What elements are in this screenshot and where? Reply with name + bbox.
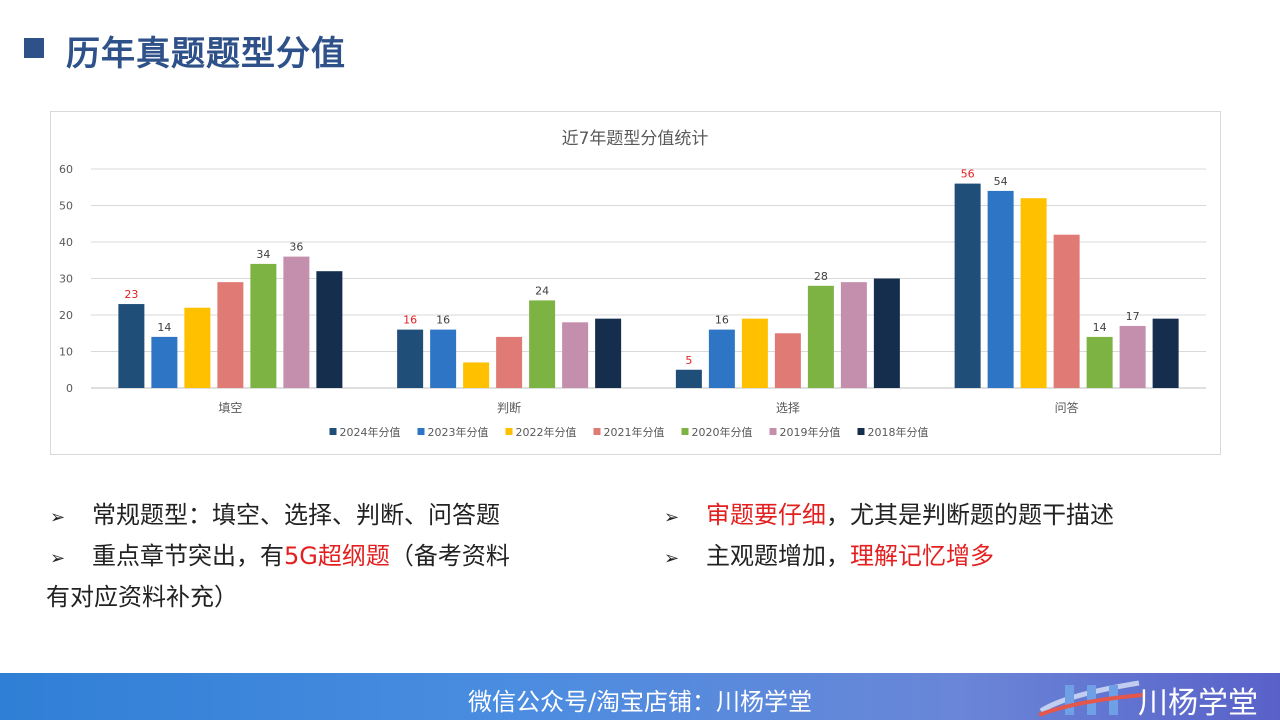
arrow-bullet-icon: ➢: [50, 507, 66, 528]
bar: [1119, 325, 1146, 388]
bar: [118, 304, 145, 388]
legend-swatch: [769, 428, 777, 435]
bar: [774, 333, 801, 388]
x-tick-label: 填空: [218, 401, 242, 415]
data-label: 56: [961, 168, 975, 181]
bullet-item: ➢ 重点章节突出，有5G超纲题（备考资料: [46, 537, 576, 578]
logo-icon: [1038, 680, 1144, 717]
legend-swatch: [329, 428, 337, 435]
legend-swatch: [505, 428, 513, 435]
data-label: 14: [157, 321, 171, 334]
chart-title: 近7年题型分值统计: [562, 129, 709, 149]
bullet-highlight: 理解记忆增多: [850, 542, 994, 570]
bar: [283, 256, 310, 388]
arrow-bullet-icon: ➢: [664, 548, 680, 569]
arrow-bullet-icon: ➢: [664, 507, 680, 528]
bullet-text: 主观题增加，: [706, 542, 850, 570]
y-tick-label: 10: [59, 346, 73, 359]
bullet-continuation: 有对应资料补充）: [46, 583, 238, 611]
legend-swatch: [681, 428, 689, 435]
arrow-bullet-icon: ➢: [50, 548, 66, 569]
legend-swatch: [857, 428, 865, 435]
bullet-text: （备考资料: [389, 542, 510, 570]
page-title: 历年真题题型分值: [66, 34, 346, 74]
bar: [151, 336, 178, 388]
x-tick-label: 判断: [497, 400, 521, 415]
bar: [807, 285, 834, 388]
data-label: 16: [403, 314, 417, 327]
bar: [987, 190, 1014, 388]
data-label: 54: [994, 175, 1008, 188]
bar: [708, 329, 735, 388]
bullet-highlight: 5G超纲题: [284, 542, 390, 570]
data-label: 16: [436, 314, 450, 327]
legend-label: 2019年分值: [780, 425, 841, 439]
bar: [397, 329, 424, 388]
bar: [1020, 198, 1047, 388]
bullet-text: ，尤其是判断题的题干描述: [826, 501, 1114, 529]
bar: [316, 271, 343, 388]
bar: [430, 329, 457, 388]
data-label: 5: [685, 354, 692, 367]
footer-bar: 微信公众号/淘宝店铺：川杨学堂 川杨学堂: [0, 673, 1280, 721]
data-label: 36: [289, 241, 303, 254]
bar: [1053, 234, 1080, 388]
bar: [250, 263, 277, 388]
footer-text: 微信公众号/淘宝店铺：川杨学堂: [467, 688, 813, 716]
x-tick-label: 选择: [776, 401, 800, 415]
data-label: 28: [814, 270, 828, 283]
title-bullet-square: [24, 38, 44, 58]
data-label: 23: [124, 288, 138, 301]
y-tick-label: 60: [59, 163, 73, 176]
bar: [496, 336, 523, 388]
bar: [840, 282, 867, 388]
legend-label: 2024年分值: [340, 425, 401, 439]
data-label: 24: [535, 284, 549, 297]
bar: [954, 183, 981, 388]
legend-label: 2018年分值: [868, 425, 929, 439]
data-label: 17: [1126, 310, 1140, 323]
legend-label: 2020年分值: [692, 425, 753, 439]
y-tick-label: 50: [59, 200, 73, 213]
y-tick-label: 0: [66, 382, 73, 395]
bullet-text: 常规题型：填空、选择、判断、问答题: [92, 501, 500, 529]
bullet-highlight: 审题要仔细: [706, 501, 826, 529]
bar: [184, 307, 211, 388]
chart-container: 近7年题型分值统计 0 10 20 30 40 50 60 填空 判断 选择 问答 23 14 34 36 16…: [50, 111, 1221, 455]
legend-label: 2021年分值: [604, 425, 665, 439]
legend-label: 2023年分值: [428, 425, 489, 439]
bar: [562, 322, 589, 388]
bar: [1152, 318, 1179, 388]
y-tick-label: 40: [59, 236, 73, 249]
y-tick-label: 30: [59, 273, 73, 286]
bullets-right: ➢ 审题要仔细，尤其是判断题的题干描述 ➢ 主观题增加，理解记忆增多: [660, 496, 1260, 578]
logo-text: 川杨学堂: [1138, 686, 1258, 721]
bullet-item: ➢ 常规题型：填空、选择、判断、问答题: [46, 496, 576, 537]
bar: [741, 318, 768, 388]
bar: [217, 282, 244, 388]
bar: [873, 278, 900, 388]
data-label: 34: [256, 248, 270, 261]
bar: [675, 369, 702, 388]
legend-swatch: [417, 428, 425, 435]
y-tick-label: 20: [59, 309, 73, 322]
bullets-left: ➢ 常规题型：填空、选择、判断、问答题 ➢ 重点章节突出，有5G超纲题（备考资料 有…: [46, 496, 576, 616]
bar: [529, 300, 556, 388]
data-label: 16: [715, 314, 729, 327]
legend-label: 2022年分值: [516, 425, 577, 439]
bar: [463, 362, 490, 388]
x-tick-label: 问答: [1055, 400, 1079, 415]
bullet-text: 重点章节突出，有: [92, 542, 284, 570]
bar: [1086, 336, 1113, 388]
legend-swatch: [593, 428, 601, 435]
bullet-item: ➢ 审题要仔细，尤其是判断题的题干描述: [660, 496, 1260, 537]
bar-chart: 近7年题型分值统计 0 10 20 30 40 50 60 填空 判断 选择 问答 23 14 34 36 16…: [59, 129, 1206, 439]
bullet-item: ➢ 主观题增加，理解记忆增多: [660, 537, 1260, 578]
data-label: 14: [1093, 321, 1107, 334]
bar: [595, 318, 622, 388]
